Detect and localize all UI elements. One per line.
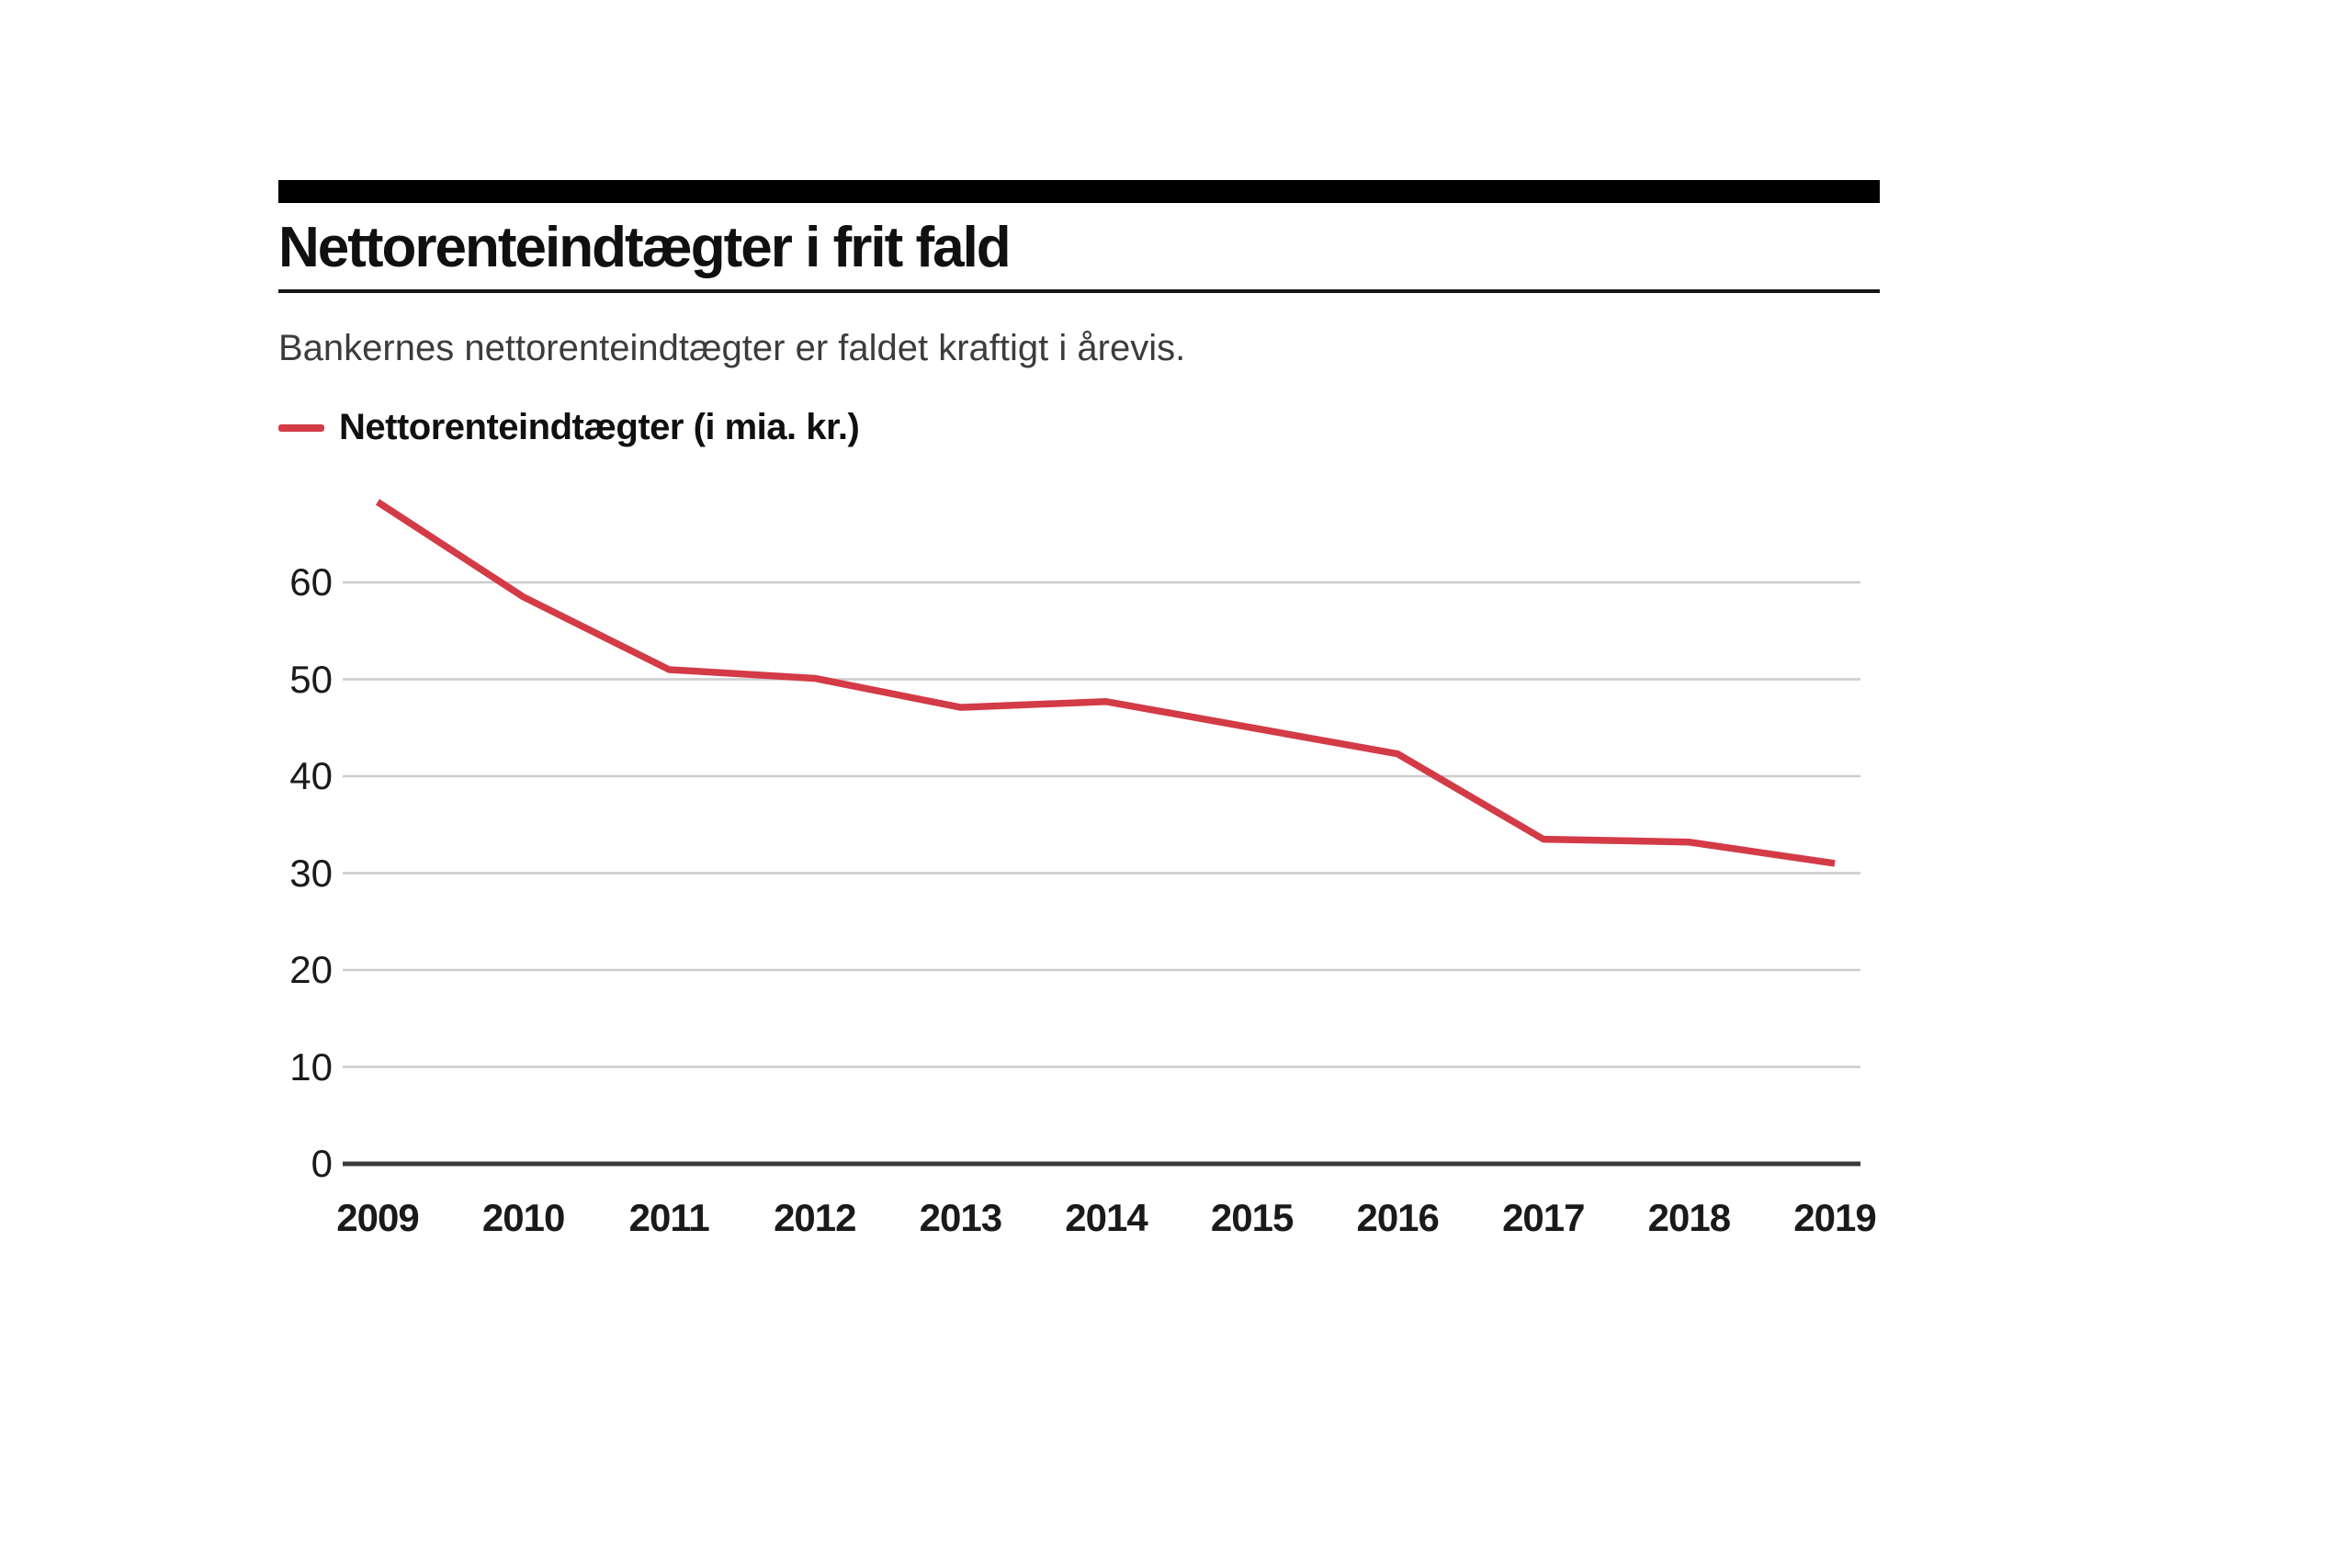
chart-legend: Nettorenteindtægter (i mia. kr.) xyxy=(278,407,1880,448)
data-line-nettorenteindt-gter-i-mia-kr- xyxy=(375,499,1836,867)
y-tick-label-60: 60 xyxy=(289,560,333,604)
y-tick-label-40: 40 xyxy=(289,754,333,797)
y-tick-label-50: 50 xyxy=(289,657,333,701)
title-top-bar xyxy=(278,180,1880,203)
x-tick-label-2010: 2010 xyxy=(481,1196,565,1239)
chart-header: Nettorenteindtægter i frit fald Bankerne… xyxy=(278,180,1880,448)
y-tick-label-30: 30 xyxy=(289,851,333,895)
y-tick-label-20: 20 xyxy=(289,948,333,991)
x-tick-label-2013: 2013 xyxy=(919,1196,1002,1239)
x-tick-label-2012: 2012 xyxy=(774,1196,856,1239)
x-tick-label-2015: 2015 xyxy=(1210,1196,1294,1239)
y-tick-label-10: 10 xyxy=(289,1044,333,1089)
x-tick-label-2019: 2019 xyxy=(1793,1196,1876,1239)
y-tick-label-0: 0 xyxy=(311,1142,333,1185)
x-tick-label-2017: 2017 xyxy=(1502,1196,1585,1239)
title-underline-rule xyxy=(278,289,1880,294)
legend-label: Nettorenteindtægter (i mia. kr.) xyxy=(339,407,860,448)
x-tick-label-2014: 2014 xyxy=(1065,1196,1148,1239)
x-tick-label-2016: 2016 xyxy=(1356,1196,1439,1239)
x-tick-label-2011: 2011 xyxy=(628,1196,710,1239)
chart-subtitle: Bankernes nettorenteindtægter er faldet … xyxy=(278,328,1186,369)
x-tick-label-2018: 2018 xyxy=(1647,1196,1731,1239)
x-tick-label-2009: 2009 xyxy=(336,1196,419,1239)
chart-title: Nettorenteindtægter i frit fald xyxy=(278,216,1012,279)
legend-line-swatch xyxy=(278,423,324,432)
